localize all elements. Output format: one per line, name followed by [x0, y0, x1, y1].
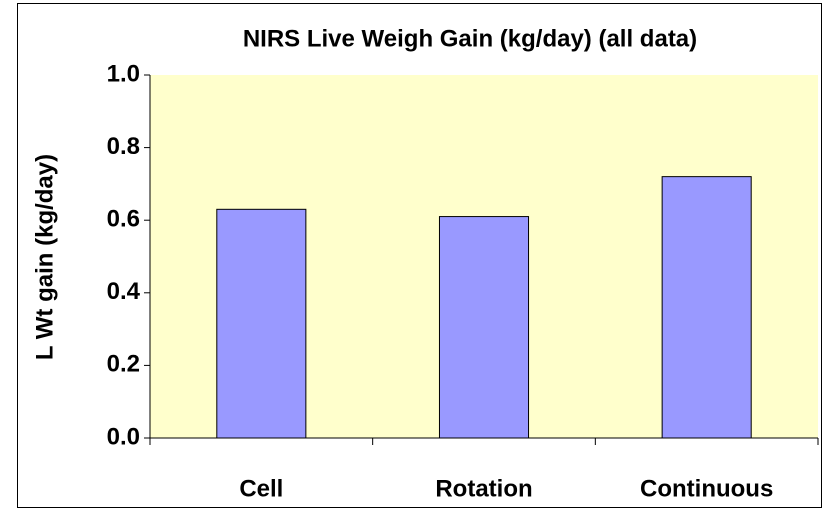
y-tick-label: 0.6	[107, 206, 140, 233]
bar	[661, 176, 752, 439]
chart-title: NIRS Live Weigh Gain (kg/day) (all data)	[243, 25, 697, 52]
y-tick-label: 1.0	[107, 60, 140, 87]
y-tick-label: 0.0	[107, 423, 140, 450]
x-tick-label: Cell	[239, 475, 283, 502]
bar	[216, 208, 307, 439]
x-tick-label: Continuous	[640, 475, 773, 502]
x-tick-label: Rotation	[435, 475, 532, 502]
y-tick-label: 0.8	[107, 133, 140, 160]
y-tick-label: 0.4	[107, 278, 141, 305]
y-axis-label: L Wt gain (kg/day)	[31, 154, 58, 360]
bar	[438, 216, 530, 439]
y-tick-label: 0.2	[107, 351, 140, 378]
